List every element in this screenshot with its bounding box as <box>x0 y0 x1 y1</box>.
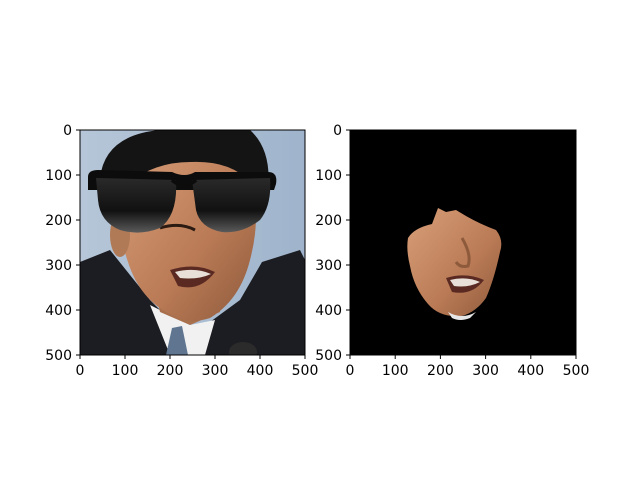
right-ytick-label: 0 <box>333 123 342 139</box>
left-xtick-label: 300 <box>202 363 229 379</box>
left-ytick-label: 300 <box>45 258 72 274</box>
left-xtick-label: 0 <box>76 363 85 379</box>
left-ytick-label: 400 <box>45 303 72 319</box>
right-xtick-label: 0 <box>346 363 355 379</box>
right-ytick-label: 200 <box>315 213 342 229</box>
right-ytick-label: 500 <box>315 348 342 364</box>
left-ytick-label: 0 <box>63 123 72 139</box>
left-xtick-label: 100 <box>112 363 139 379</box>
right-xtick-label: 400 <box>517 363 544 379</box>
right-image <box>350 130 576 355</box>
left-ytick-label: 500 <box>45 348 72 364</box>
right-xtick-label: 200 <box>427 363 454 379</box>
right-ytick-label: 400 <box>315 303 342 319</box>
right-xtick-label: 300 <box>472 363 499 379</box>
right-ytick-label: 100 <box>315 168 342 184</box>
right-xtick-label: 100 <box>382 363 409 379</box>
microphone <box>229 342 257 362</box>
left-xtick-label: 200 <box>157 363 184 379</box>
left-ytick-label: 200 <box>45 213 72 229</box>
left-xtick-label: 400 <box>247 363 274 379</box>
left-xtick-label: 500 <box>292 363 319 379</box>
right-ytick-label: 300 <box>315 258 342 274</box>
left-image <box>80 130 305 362</box>
left-ytick-label: 100 <box>45 168 72 184</box>
right-xtick-label: 500 <box>563 363 590 379</box>
